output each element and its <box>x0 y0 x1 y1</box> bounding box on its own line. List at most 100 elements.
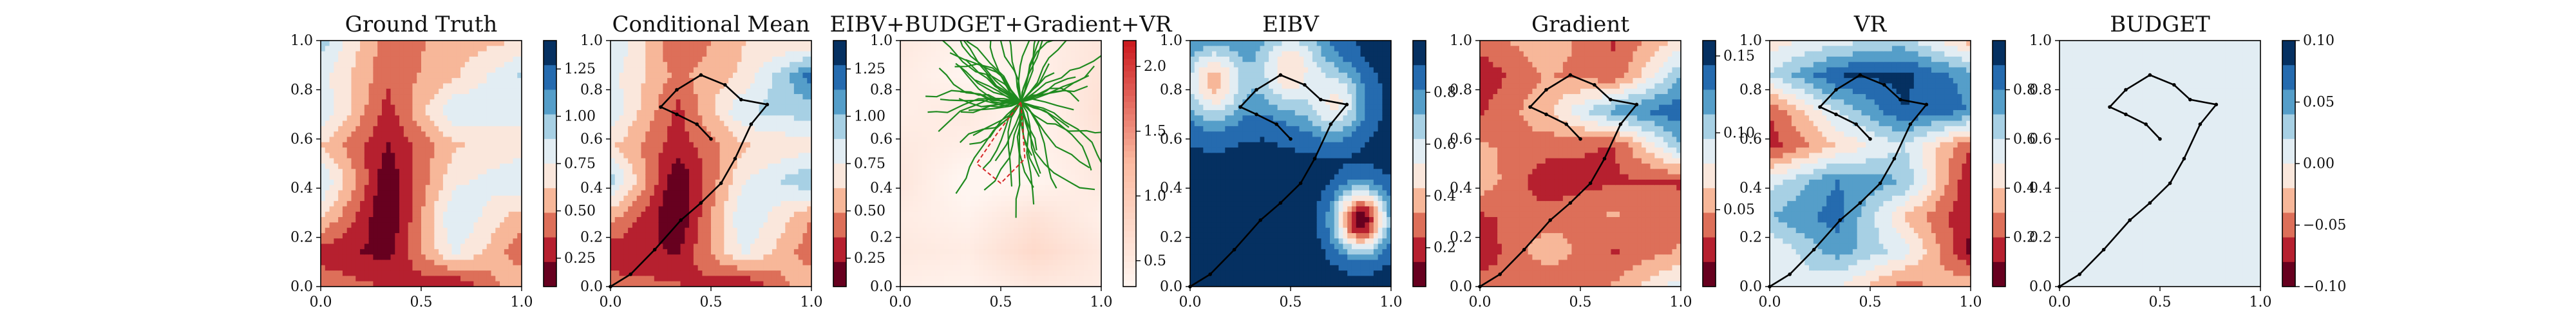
heat-cell <box>802 281 808 287</box>
heat-cell <box>741 147 746 153</box>
heat-cell <box>943 51 949 57</box>
heat-cell <box>632 78 638 84</box>
heat-cell <box>952 201 958 207</box>
heat-cell <box>390 72 395 79</box>
heat-cell <box>425 238 431 245</box>
heat-cell <box>913 72 918 79</box>
heat-cell <box>772 164 777 169</box>
heat-cell <box>486 153 492 159</box>
heat-cell <box>685 137 690 143</box>
heat-cell <box>719 190 724 196</box>
heat-cell <box>377 62 383 68</box>
heat-cell <box>737 185 743 191</box>
heat-cell <box>948 62 953 68</box>
heat-cell <box>685 227 690 234</box>
heat-cell <box>793 232 799 239</box>
heat-cell <box>513 72 518 79</box>
heat-cell <box>473 137 478 143</box>
heat-cell <box>641 137 646 143</box>
heat-cell <box>399 120 404 127</box>
trajectory-point <box>675 88 679 92</box>
heat-cell <box>456 232 461 239</box>
heat-cell <box>504 243 509 250</box>
heat-cell <box>355 217 361 223</box>
heat-cell <box>425 217 431 223</box>
heat-cell <box>715 126 721 132</box>
heat-cell <box>368 281 374 287</box>
heat-cell <box>763 265 768 271</box>
heat-cell <box>456 56 461 62</box>
heat-cell <box>693 276 699 282</box>
heat-cell <box>676 67 681 73</box>
heat-cell <box>368 67 374 73</box>
heat-cell <box>940 104 945 111</box>
y-tick-label: 0.0 <box>580 279 603 295</box>
heat-cell <box>456 179 461 185</box>
heat-cell <box>636 147 642 153</box>
heat-cell <box>746 243 751 250</box>
heat-cell <box>346 137 352 143</box>
heat-cell <box>931 227 936 234</box>
heat-cell <box>785 99 790 106</box>
heat-cell <box>346 83 352 90</box>
heat-cell <box>403 88 409 95</box>
heat-cell <box>628 41 633 46</box>
heat-cell <box>645 115 650 122</box>
heat-cell <box>922 99 927 106</box>
heat-cell <box>425 243 431 250</box>
heat-cell <box>663 41 668 46</box>
heat-cell <box>732 46 738 52</box>
heat-cell <box>909 232 914 239</box>
heat-cell <box>338 201 343 207</box>
heat-cell <box>689 249 694 255</box>
heat-cell <box>473 88 478 95</box>
heat-cell <box>364 147 370 153</box>
heat-cell <box>329 56 334 62</box>
heat-cell <box>781 51 786 57</box>
heat-cell <box>395 265 400 271</box>
heat-cell <box>390 260 395 266</box>
heat-cell <box>918 99 923 106</box>
heat-cell <box>750 56 755 62</box>
heat-cell <box>772 83 777 90</box>
heat-cell <box>724 227 729 234</box>
heat-cell <box>776 72 782 79</box>
heat-cell <box>329 276 334 282</box>
heat-cell <box>321 104 326 111</box>
heat-cell <box>338 104 343 111</box>
heat-cell <box>737 206 743 213</box>
heat-cell <box>338 94 343 100</box>
heat-cell <box>715 254 721 261</box>
heat-cell <box>408 62 413 68</box>
heat-cell <box>614 260 620 266</box>
heat-cell <box>943 227 949 234</box>
heat-cell <box>451 99 457 106</box>
heat-cell <box>360 56 365 62</box>
heat-cell <box>746 115 751 122</box>
colorbar-cell <box>833 95 846 103</box>
heat-cell <box>364 169 370 175</box>
heat-cell <box>360 195 365 202</box>
heat-cell <box>408 67 413 73</box>
heat-cell <box>486 88 492 95</box>
heat-cell <box>491 56 496 62</box>
heat-cell <box>338 217 343 223</box>
heat-cell <box>754 109 760 116</box>
colorbar-cell <box>833 53 846 60</box>
heat-cell <box>399 174 404 180</box>
heat-cell <box>693 169 699 175</box>
heat-cell <box>654 185 659 191</box>
heat-cell <box>663 147 668 153</box>
heat-cell <box>737 254 743 261</box>
heat-cell <box>513 153 518 159</box>
heat-cell <box>918 56 923 62</box>
heat-cell <box>408 126 413 132</box>
heat-cell <box>456 88 461 95</box>
heat-cell <box>685 276 690 282</box>
heat-cell <box>785 254 790 261</box>
heat-cell <box>619 72 624 79</box>
heat-cell <box>697 179 703 185</box>
heat-cell <box>680 243 685 250</box>
heat-cell <box>614 217 620 223</box>
heat-cell <box>693 109 699 116</box>
